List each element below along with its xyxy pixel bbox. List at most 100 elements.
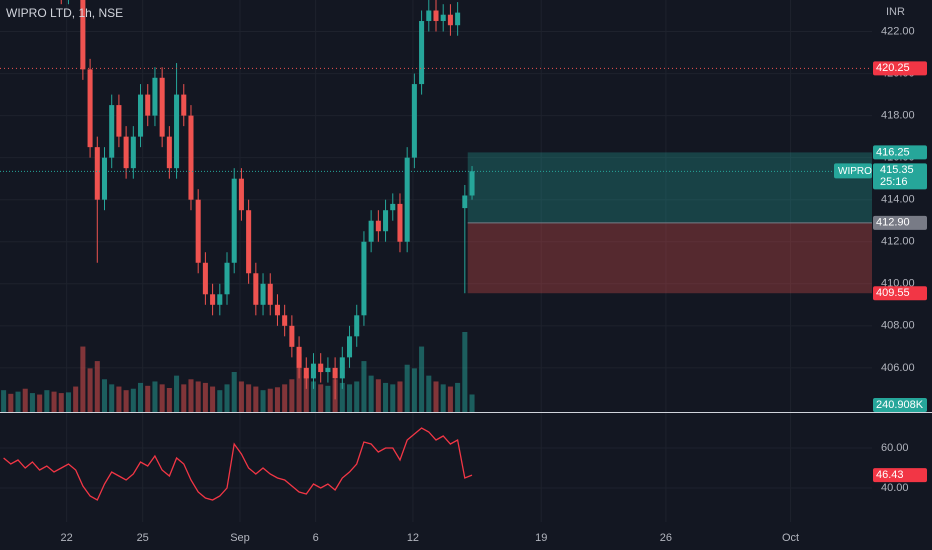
candle-body	[87, 69, 93, 148]
volume-bar	[447, 386, 453, 412]
volume-bar	[195, 381, 201, 412]
price-pane	[0, 0, 872, 412]
volume-bar	[58, 393, 64, 412]
volume-bar	[109, 384, 115, 412]
candle-body	[289, 325, 295, 347]
symbol-label: WIPRO	[838, 166, 872, 177]
candle-body	[469, 171, 475, 196]
x-tick-label: 25	[137, 532, 149, 544]
candle-body	[210, 294, 216, 305]
volume-bar	[289, 379, 295, 412]
volume-bar	[325, 385, 331, 412]
candle-body	[332, 367, 338, 379]
candle-body	[109, 105, 115, 158]
rsi-line	[3, 427, 473, 501]
candle-body	[296, 346, 302, 368]
candle-body	[390, 203, 396, 211]
volume-bar	[116, 386, 122, 412]
volume-bar	[217, 390, 223, 412]
volume-bar	[15, 391, 21, 412]
volume-bar	[159, 384, 165, 412]
candle-body	[188, 115, 194, 200]
candle-body	[361, 241, 367, 316]
candle-body	[339, 357, 345, 379]
volume-bar	[368, 375, 374, 412]
countdown: 25:16	[880, 176, 908, 188]
volume-bar	[375, 379, 381, 412]
volume-bar	[202, 382, 208, 412]
target-label-bg	[873, 145, 927, 160]
volume-bar	[419, 346, 425, 412]
volume-bar	[130, 388, 136, 412]
volume-bar	[166, 388, 172, 412]
volume-bar	[101, 379, 108, 412]
candle-body	[282, 315, 288, 326]
rsi-last-label-bg	[873, 468, 927, 483]
alert-label: 420.25	[876, 62, 910, 74]
candle-body	[80, 0, 86, 70]
alert-label-bg	[873, 61, 927, 76]
volume-bar	[433, 381, 439, 412]
candle-body	[383, 210, 389, 232]
candle-body	[368, 220, 374, 242]
candle-body	[217, 294, 223, 305]
y-tick-label: 422.00	[881, 25, 915, 37]
volume-bar	[37, 394, 43, 412]
candle-body	[145, 94, 151, 116]
volume-bar	[469, 394, 475, 412]
volume-bar	[29, 393, 35, 412]
volume-bar	[310, 381, 317, 412]
x-tick-label: 22	[61, 532, 73, 544]
stop-label-bg	[873, 286, 927, 301]
candle-body	[116, 105, 122, 137]
volume-bar	[339, 382, 345, 412]
x-tick-label: Oct	[782, 532, 799, 544]
y-tick-label: 414.00	[881, 194, 915, 206]
volume-bar	[65, 392, 71, 412]
volume-bar	[253, 386, 259, 412]
volume-bar	[404, 364, 410, 412]
candle-body	[152, 77, 158, 116]
currency: INR	[886, 6, 905, 18]
volume-bar	[188, 379, 194, 412]
grid	[0, 0, 872, 522]
volume-bar	[440, 384, 446, 412]
target-zone	[467, 152, 872, 223]
candle-body	[318, 363, 324, 373]
x-tick-label: 6	[313, 532, 319, 544]
volume-bar	[274, 387, 280, 412]
volume-bar	[1, 390, 7, 412]
candle-body	[166, 136, 172, 169]
candle-body	[411, 84, 417, 158]
rsi-last-label: 46.43	[876, 469, 904, 481]
rsi-tick-label: 40.00	[881, 482, 909, 494]
last-price-bg	[873, 163, 927, 190]
volume-bar	[138, 382, 144, 412]
rsi-tick-label: 60.00	[881, 442, 909, 454]
volume-bar	[361, 361, 367, 412]
volume-bar	[383, 382, 389, 412]
candle-body	[253, 273, 259, 305]
candle-body	[195, 199, 201, 263]
candle-body	[138, 94, 144, 137]
candle-body	[455, 12, 461, 26]
volume-bar	[210, 386, 216, 412]
candle-body	[310, 363, 317, 379]
volume-bar	[80, 346, 86, 412]
volume-label-bg	[873, 398, 927, 412]
volume-bar	[51, 391, 57, 412]
overlay: 406.00408.00410.00412.00414.00416.00418.…	[61, 25, 927, 544]
candle-body	[224, 262, 230, 295]
volume-bar	[426, 375, 432, 412]
candle-body	[440, 14, 446, 22]
x-tick-label: 26	[660, 532, 672, 544]
volume-bar	[224, 384, 230, 412]
candle-body	[354, 315, 360, 337]
y-tick-label: 408.00	[881, 320, 915, 332]
candle-body	[159, 77, 165, 137]
candle-body	[267, 283, 273, 305]
candle-body	[231, 178, 237, 263]
y-tick-label: 418.00	[881, 110, 915, 122]
volume-bar	[73, 386, 79, 412]
